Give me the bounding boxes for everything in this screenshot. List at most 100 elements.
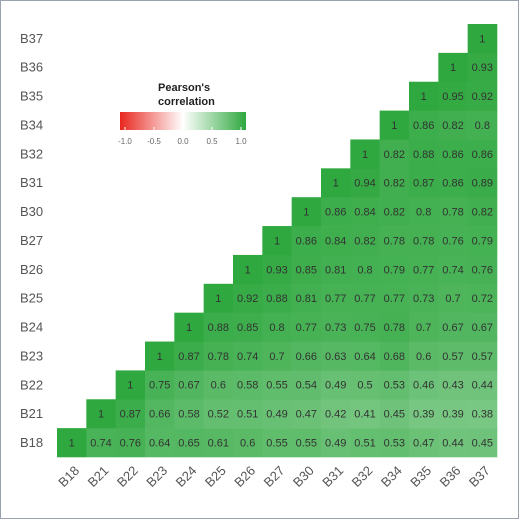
cell-label: 0.72 <box>472 293 493 305</box>
cell <box>379 254 410 285</box>
cell-label: 0.75 <box>149 380 170 392</box>
cell <box>115 399 146 429</box>
cell <box>467 226 498 256</box>
cell <box>350 168 380 198</box>
cell <box>438 312 468 342</box>
cell-label: 0.47 <box>413 437 434 449</box>
cell <box>291 254 322 285</box>
cell-label: 0.73 <box>325 322 346 334</box>
cell-label: 0.67 <box>178 380 199 392</box>
cell-label: 0.88 <box>266 293 287 305</box>
cell <box>467 428 498 458</box>
cell-label: 0.87 <box>178 351 199 363</box>
cell <box>379 110 410 140</box>
cell-label: 0.88 <box>208 322 229 334</box>
cell-label: 0.68 <box>384 351 405 363</box>
cell-label: 0.85 <box>237 322 258 334</box>
colorbar <box>120 112 246 130</box>
cell <box>350 341 380 371</box>
cell <box>409 341 439 371</box>
cell <box>321 428 351 458</box>
cell <box>233 399 263 429</box>
cell <box>379 399 410 429</box>
cell <box>291 428 322 458</box>
cell-label: 0.87 <box>413 178 434 190</box>
cell-label: 0.66 <box>149 409 170 421</box>
cell <box>203 312 234 342</box>
cell <box>438 226 468 256</box>
cell-label: 0.6 <box>211 380 226 392</box>
cell-label: 0.42 <box>325 409 346 421</box>
cell <box>291 341 322 371</box>
y-tick-label: B18 <box>20 435 43 450</box>
cell <box>350 312 380 342</box>
cell-label: 0.57 <box>472 351 493 363</box>
cell-label: 0.8 <box>269 322 284 334</box>
cell <box>438 428 468 458</box>
cell <box>438 399 468 429</box>
y-tick-label: B22 <box>20 377 43 392</box>
cell <box>409 226 439 256</box>
y-tick-label: B27 <box>20 233 43 248</box>
cell <box>174 428 204 458</box>
cell <box>262 428 292 458</box>
cell <box>203 370 234 400</box>
cell <box>350 283 380 313</box>
cell-label: 0.39 <box>413 409 434 421</box>
cell <box>233 341 263 371</box>
cell <box>321 197 351 227</box>
cell-label: 1 <box>69 437 75 449</box>
cell-label: 0.84 <box>354 207 375 219</box>
cell <box>409 81 439 111</box>
y-tick-label: B30 <box>20 204 43 219</box>
cell <box>321 226 351 256</box>
cell <box>262 226 292 256</box>
colorbar-title: Pearson's <box>158 82 210 94</box>
cell <box>86 428 116 458</box>
cell <box>321 283 351 313</box>
cell-label: 0.78 <box>384 322 405 334</box>
cell <box>379 168 410 198</box>
cell <box>174 399 204 429</box>
cell <box>321 254 351 285</box>
cell-label: 0.78 <box>208 351 229 363</box>
cell <box>321 399 351 429</box>
cell <box>145 428 175 458</box>
y-tick-label: B36 <box>20 60 43 75</box>
cell-label: 0.67 <box>472 322 493 334</box>
cell <box>262 254 292 285</box>
cell <box>291 399 322 429</box>
cell <box>233 312 263 342</box>
cell <box>438 370 468 400</box>
cell-label: 0.7 <box>445 293 460 305</box>
cell <box>379 428 410 458</box>
cell <box>321 341 351 371</box>
cell <box>291 283 322 313</box>
cell-label: 0.77 <box>354 293 375 305</box>
cell <box>350 226 380 256</box>
cell <box>145 341 175 371</box>
cell-label: 0.47 <box>296 409 317 421</box>
cell-label: 1 <box>362 149 368 161</box>
cell <box>467 52 498 83</box>
cell <box>467 168 498 198</box>
cell <box>350 197 380 227</box>
cell-label: 0.49 <box>325 380 346 392</box>
cell-label: 0.73 <box>413 293 434 305</box>
cell-label: 0.89 <box>472 178 493 190</box>
cell <box>409 399 439 429</box>
cell <box>379 370 410 400</box>
colorbar-tick-label: 0.5 <box>206 137 218 146</box>
cell <box>350 370 380 400</box>
cell-label: 0.8 <box>475 120 490 132</box>
cell <box>233 283 263 313</box>
cell-label: 0.38 <box>472 409 493 421</box>
cell <box>438 168 468 198</box>
cell <box>467 341 498 371</box>
cell <box>174 370 204 400</box>
cell-label: 0.6 <box>416 351 431 363</box>
cell <box>291 370 322 400</box>
cell-label: 1 <box>450 62 456 74</box>
cell-label: 0.88 <box>413 149 434 161</box>
cell-label: 0.81 <box>296 293 317 305</box>
